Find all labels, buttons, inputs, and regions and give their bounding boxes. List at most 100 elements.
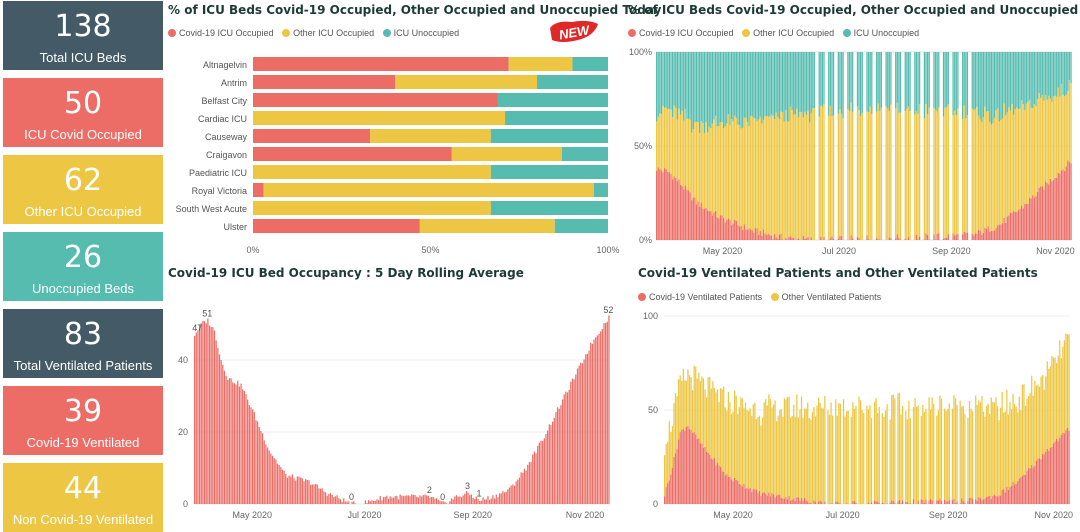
rolling-bar <box>262 433 263 504</box>
covid-ventilated-bar <box>908 503 909 504</box>
other-bar <box>909 111 910 240</box>
covid-ventilated-bar <box>1062 433 1063 504</box>
covid-bar <box>1045 182 1046 240</box>
legend-item[interactable]: Other ICU Occupied <box>282 28 374 38</box>
covid-ventilated-bar <box>871 502 872 504</box>
rolling-bar <box>337 495 338 504</box>
other-ventilated-bar <box>955 398 956 502</box>
rolling-bar <box>467 493 468 504</box>
covid-ventilated-bar <box>703 448 704 504</box>
other-bar <box>830 106 831 239</box>
covid-bar <box>1008 215 1009 240</box>
covid-bar <box>729 220 730 240</box>
unoccupied-bar <box>1023 52 1024 104</box>
covid-bar <box>790 237 791 240</box>
y-tick-label: 20 <box>178 427 188 437</box>
other-ventilated-bar <box>1039 387 1040 458</box>
rolling-bar <box>426 495 427 504</box>
legend-item[interactable]: ICU Unoccupied <box>383 28 460 38</box>
covid-bar <box>798 238 799 240</box>
other-ventilated-bar <box>885 411 886 504</box>
covid-ventilated-bar <box>984 498 985 504</box>
unoccupied-bar <box>1066 52 1067 95</box>
unoccupied-bar <box>929 52 930 108</box>
covid-ventilated-bar <box>701 444 702 504</box>
covid-ventilated-bar <box>768 492 769 504</box>
covid-ventilated-bar <box>714 458 715 504</box>
unoccupied-bar <box>1031 52 1032 108</box>
covid-bar <box>935 239 936 240</box>
rolling-bar <box>579 366 580 504</box>
other-bar <box>946 107 947 238</box>
unoccupied-bar <box>954 52 955 110</box>
other-bar <box>809 122 810 240</box>
kpi-unoccupied-beds[interactable]: 26 Unoccupied Beds <box>3 232 163 301</box>
kpi-label: Covid-19 Ventilated <box>3 435 163 451</box>
rolling-bar <box>474 499 475 504</box>
unoccupied-bar <box>1048 52 1049 96</box>
other-bar <box>1011 104 1012 213</box>
unoccupied-bar <box>1061 52 1062 84</box>
covid-bar <box>986 229 987 240</box>
rolling-bar <box>260 431 261 504</box>
unoccupied-bar <box>972 52 973 109</box>
other-ventilated-bar <box>961 407 962 499</box>
kpi-non-covid-ventilated[interactable]: 44 Non Covid-19 Ventilated <box>3 463 163 532</box>
unoccupied-bar <box>976 52 977 107</box>
unoccupied-bar <box>704 52 705 133</box>
rolling-bar <box>572 379 573 504</box>
legend-item[interactable]: ICU Unoccupied <box>843 28 920 38</box>
covid-ventilated-bar <box>891 500 892 504</box>
kpi-total-ventilated[interactable]: 83 Total Ventilated Patients <box>3 309 163 378</box>
unoccupied-bar <box>736 52 737 118</box>
rolling-bar <box>376 499 377 504</box>
kpi-total-icu-beds[interactable]: 138 Total ICU Beds <box>3 1 163 70</box>
rolling-bar <box>446 503 447 504</box>
rolling-bar <box>502 491 503 504</box>
covid-ventilated-bar <box>792 500 793 504</box>
rolling-bar <box>370 501 371 504</box>
legend-item[interactable]: Other Ventilated Patients <box>771 292 882 302</box>
unoccupied-bar <box>841 52 842 114</box>
covid-bar <box>702 209 703 240</box>
covid-bar <box>747 230 748 240</box>
kpi-other-icu-occupied[interactable]: 62 Other ICU Occupied <box>3 155 163 224</box>
unoccupied-bar <box>720 52 721 122</box>
rolling-bar <box>416 497 417 504</box>
other-bar <box>699 133 700 207</box>
other-bar <box>737 125 738 225</box>
legend-item[interactable]: Other ICU Occupied <box>742 28 834 38</box>
other-ventilated-bar <box>715 392 716 465</box>
other-bar <box>866 111 867 235</box>
other-ventilated-bar <box>757 417 758 493</box>
covid-ventilated-bar <box>759 491 760 504</box>
legend-item[interactable]: Covid-19 ICU Occupied <box>628 28 734 38</box>
other-ventilated-bar <box>988 404 989 497</box>
covid-ventilated-bar <box>1014 484 1015 504</box>
other-ventilated-bar <box>1053 358 1054 444</box>
other-ventilated-bar <box>1026 399 1027 471</box>
rolling-bar <box>285 474 286 504</box>
covid-bar <box>1032 195 1033 240</box>
unoccupied-bar <box>933 52 934 108</box>
other-bar <box>937 112 938 234</box>
covid-ventilated-bar <box>790 501 791 504</box>
other-bar <box>796 109 797 239</box>
legend-item[interactable]: Covid-19 ICU Occupied <box>168 28 274 38</box>
other-bar <box>978 116 979 230</box>
covid-ventilated-bar <box>711 458 712 504</box>
rolling-bar <box>237 381 238 504</box>
covid-bar <box>662 172 663 240</box>
legend-item[interactable]: Covid-19 Ventilated Patients <box>638 292 762 302</box>
covid-bar <box>976 234 977 240</box>
kpi-covid-ventilated[interactable]: 39 Covid-19 Ventilated <box>3 386 163 455</box>
other-ventilated-bar <box>1051 356 1052 447</box>
rolling-bar <box>451 498 452 504</box>
ventilated-chart-title: Covid-19 Ventilated Patients and Other V… <box>638 266 1038 280</box>
covid-ventilated-bar <box>1051 447 1052 504</box>
other-ventilated-bar <box>673 403 674 457</box>
other-bar <box>734 116 735 220</box>
unoccupied-bar <box>876 52 877 112</box>
kpi-icu-covid-occupied[interactable]: 50 ICU Covid Occupied <box>3 78 163 147</box>
rolling-bar <box>315 484 316 504</box>
